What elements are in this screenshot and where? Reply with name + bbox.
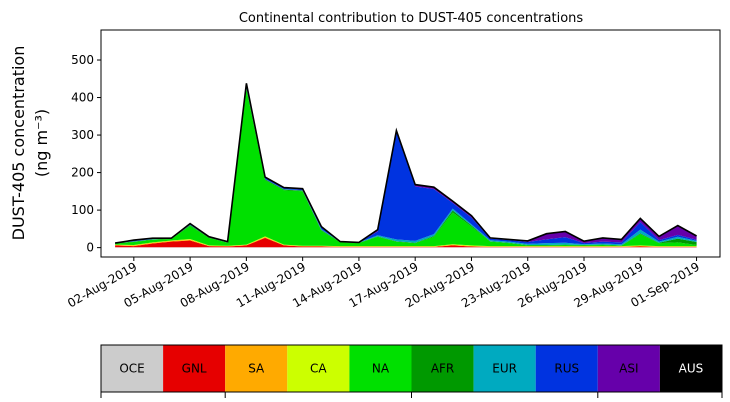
legend-label-oce: OCE	[119, 362, 144, 376]
y-axis: 0 100 200 300 400 500	[71, 53, 101, 255]
legend-swatch-eur	[473, 345, 536, 392]
legend-label-afr: AFR	[431, 362, 454, 376]
y-tick-label: 300	[71, 128, 94, 142]
legend-label-rus: RUS	[554, 362, 579, 376]
plot-area	[100, 29, 721, 258]
legend-label-sa: SA	[248, 362, 265, 376]
area-sa	[115, 237, 697, 247]
legend-label-eur: EUR	[492, 362, 517, 376]
legend-swatch-ca	[287, 345, 350, 392]
y-axis-label: DUST-405 concentration (ng m⁻³)	[9, 46, 51, 241]
total-outline	[114, 83, 697, 244]
y-tick-label: 200	[71, 166, 94, 180]
legend-swatch-afr	[411, 345, 474, 392]
x-axis: 02-Aug-201905-Aug-201908-Aug-201911-Aug-…	[65, 257, 702, 310]
legend-label-asi: ASI	[619, 362, 638, 376]
legend-label-gnl: GNL	[182, 362, 207, 376]
area-rus	[115, 85, 697, 245]
y-tick-label: 400	[71, 91, 94, 105]
chart-title: Continental contribution to DUST-405 con…	[239, 11, 584, 26]
y-tick-label: 500	[71, 53, 94, 67]
legend-color-bar: OCE GNL SA CA NA AFR EUR RUS ASI AUS	[100, 344, 723, 398]
legend-swatch-na	[349, 345, 412, 392]
plot-frame	[100, 29, 721, 258]
y-tick-label: 0	[86, 241, 94, 255]
legend-label-aus: AUS	[679, 362, 704, 376]
area-ca	[115, 236, 697, 247]
legend-swatch-rus	[535, 345, 598, 392]
stacked-areas	[115, 83, 697, 248]
legend-swatch-sa	[225, 345, 288, 392]
legend-swatch-aus	[659, 345, 722, 392]
y-tick-label: 100	[71, 203, 94, 217]
y-axis-label-unit: (ng m⁻³)	[32, 109, 51, 177]
area-na	[115, 88, 697, 247]
legend-swatch-asi	[597, 345, 660, 392]
y-axis-label-main: DUST-405 concentration	[9, 46, 28, 241]
area-gnl	[115, 237, 697, 248]
legend-label-na: NA	[372, 362, 390, 376]
legend-label-ca: CA	[310, 362, 327, 376]
legend-swatch-gnl	[163, 345, 226, 392]
legend-swatch-oce	[101, 345, 164, 392]
